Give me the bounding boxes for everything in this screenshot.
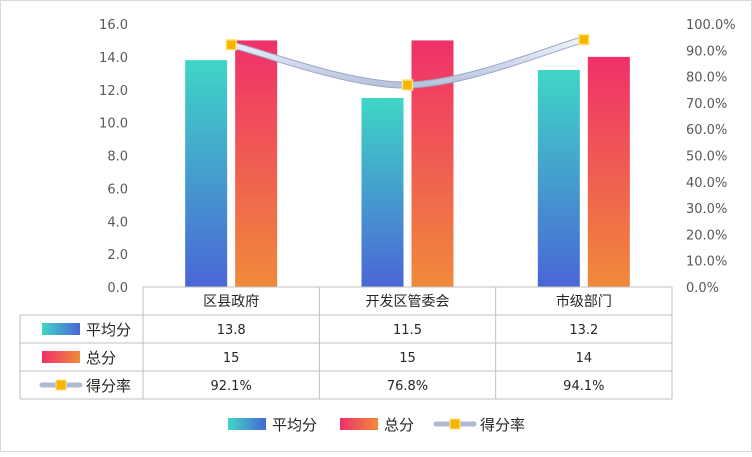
category-label: 开发区管委会 [366,294,450,310]
table-legend-swatch [42,351,80,363]
table-cell: 13.8 [217,323,246,338]
y-axis-right: 0.0% 10.0% 20.0% 30.0% 40.0% 50.0% 60.0% 70.0% 8… [686,18,736,296]
y-right-tick-label: 60.0% [686,123,727,138]
line-marker [225,39,237,51]
series-name: 平均分 [86,321,131,339]
y-right-tick-label: 80.0% [686,71,727,86]
y-left-tick-label: 8.0 [107,150,128,165]
legend-swatch [228,418,266,430]
y-left-tick-label: 10.0 [99,117,128,132]
y-left-tick-label: 6.0 [107,182,128,197]
y-right-tick-label: 20.0% [686,228,727,243]
line-marker [401,79,414,91]
y-left-tick-label: 0.0 [107,281,128,296]
legend-label: 得分率 [480,416,525,434]
y-left-tick-label: 2.0 [107,248,128,263]
bar [185,60,228,287]
category-label: 区县政府 [203,294,259,310]
line-marker [578,33,590,46]
y-right-tick-label: 10.0% [686,255,727,270]
y-right-tick-label: 50.0% [686,150,727,165]
category-label: 市级部门 [556,293,612,310]
series-name: 得分率 [86,377,131,395]
y-left-tick-label: 12.0 [99,84,128,99]
bar [537,70,580,288]
y-right-tick-label: 70.0% [686,97,727,112]
table-cell: 15 [223,351,240,366]
table-cell: 15 [399,351,416,366]
legend-swatch [340,418,378,430]
y-right-tick-label: 30.0% [686,202,727,217]
table-cell: 92.1% [211,379,252,394]
table-cell: 76.8% [387,379,428,394]
table-cell: 11.5 [393,323,422,338]
legend-label: 总分 [384,416,414,434]
y-left-tick-label: 4.0 [107,215,128,230]
bar [587,56,630,287]
y-axis-left: 0.0 2.0 4.0 6.0 8.0 10.0 12.0 14.0 16.0 [99,18,128,296]
table-legend-swatch [42,323,80,335]
line-series [225,33,590,91]
table-cell: 13.2 [569,323,598,338]
y-left-tick-label: 16.0 [99,18,128,33]
bar [361,97,404,287]
legend: 平均分 总分 得分率 [228,416,525,434]
y-right-tick-label: 0.0% [686,281,719,296]
table-cell: 14 [576,351,593,366]
y-right-tick-label: 90.0% [686,44,727,59]
table-legend-marker [55,379,67,391]
legend-label: 平均分 [272,416,317,434]
y-right-tick-label: 40.0% [686,176,727,191]
legend-marker [449,418,461,430]
bar [235,40,278,287]
y-left-tick-label: 14.0 [99,51,128,66]
series-name: 总分 [86,349,116,367]
table-cell: 94.1% [563,379,604,394]
y-right-tick-label: 100.0% [686,18,736,33]
